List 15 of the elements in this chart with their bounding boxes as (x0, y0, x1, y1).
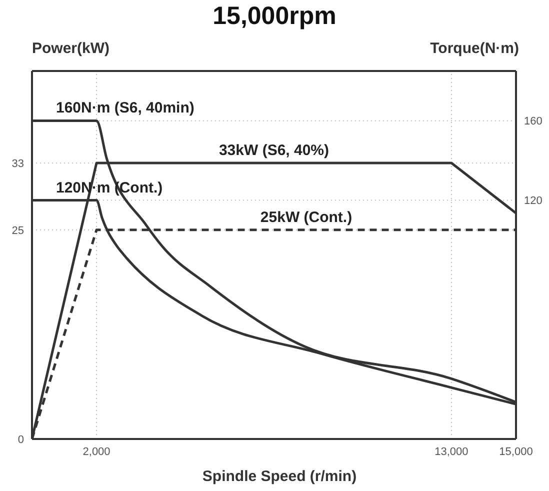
x-axis-title: Spindle Speed (r/min) (201, 468, 358, 485)
series-label: 25kW (Cont.) (260, 208, 352, 226)
x-tick-label: 13,000 (434, 446, 468, 458)
y-tick-label: 0 (18, 434, 24, 446)
y2-tick-label: 120 (524, 195, 542, 208)
x-tick-label: 15,000 (499, 446, 533, 458)
x-tick-label: 2,000 (82, 446, 110, 458)
chart-title: 15,000rpm (212, 2, 338, 31)
y2-axis-title: Torque(N·m) (430, 40, 519, 57)
series-label: 160N·m (S6, 40min) (56, 100, 194, 117)
series-label: 33kW (S6, 40%) (218, 142, 330, 159)
y-axis-title: Power(kW) (32, 40, 110, 57)
y2-tick-label: 160 (524, 116, 542, 128)
y-tick-label: 33 (12, 158, 24, 170)
y-tick-label: 25 (12, 224, 24, 237)
